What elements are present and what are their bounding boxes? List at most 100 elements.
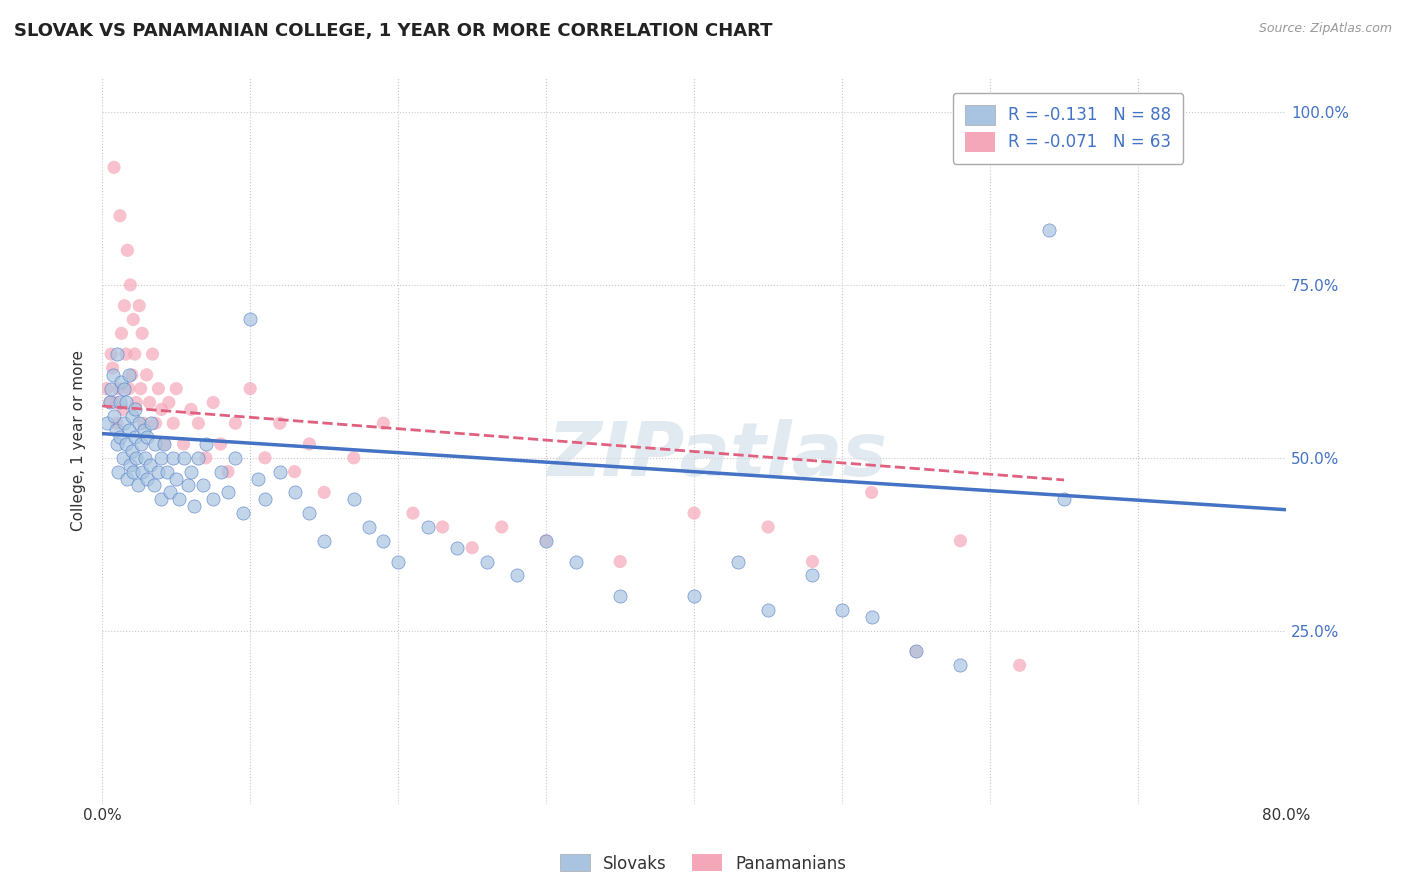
Point [162,416,184,430]
Point [131,465,153,479]
Point [107,382,129,396]
Point [564,555,586,569]
Point [253,492,276,507]
Point [138,458,160,472]
Point [343,492,366,507]
Point [148,382,170,396]
Point [118,423,141,437]
Point [475,555,498,569]
Point [129,437,152,451]
Point [145,437,167,451]
Point [253,450,276,465]
Point [905,644,928,658]
Point [416,520,439,534]
Point [104,395,127,409]
Point [120,458,142,472]
Point [150,492,173,507]
Point [150,450,173,465]
Point [125,450,148,465]
Point [121,443,143,458]
Point [284,465,307,479]
Point [135,368,157,382]
Point [860,610,883,624]
Point [609,589,631,603]
Point [132,416,155,430]
Point [343,450,366,465]
Point [239,382,262,396]
Y-axis label: College, 1 year or more: College, 1 year or more [72,350,86,531]
Point [756,603,779,617]
Point [111,402,134,417]
Point [118,382,141,396]
Point [683,506,706,520]
Point [156,465,179,479]
Point [105,416,128,430]
Text: ZIPatlas: ZIPatlas [548,418,887,491]
Point [461,541,484,555]
Point [202,395,225,409]
Point [104,423,127,437]
Point [107,465,129,479]
Point [949,533,972,548]
Point [105,437,128,451]
Point [159,485,181,500]
Point [357,520,380,534]
Point [101,368,124,382]
Point [373,416,395,430]
Point [101,360,124,375]
Point [153,437,176,451]
Point [105,347,128,361]
Point [125,395,148,409]
Point [115,395,138,409]
Point [115,437,138,451]
Point [108,209,131,223]
Point [202,492,225,507]
Point [949,658,972,673]
Point [117,244,139,258]
Point [124,430,146,444]
Point [801,568,824,582]
Point [831,603,853,617]
Point [153,437,176,451]
Point [1008,658,1031,673]
Point [1053,492,1076,507]
Point [209,465,232,479]
Point [143,478,166,492]
Point [100,382,122,396]
Point [112,299,135,313]
Point [131,326,153,341]
Point [224,416,246,430]
Point [100,347,122,361]
Point [683,589,706,603]
Point [103,409,125,424]
Point [183,500,205,514]
Point [115,347,138,361]
Point [239,312,262,326]
Point [505,568,527,582]
Point [135,472,157,486]
Point [298,506,321,520]
Point [112,382,135,396]
Point [314,485,336,500]
Point [446,541,468,555]
Point [98,395,121,409]
Point [187,416,209,430]
Point [187,450,209,465]
Point [132,423,155,437]
Point [246,472,269,486]
Point [141,347,163,361]
Point [134,450,156,465]
Point [194,437,217,451]
Point [108,430,131,444]
Point [138,395,160,409]
Point [314,533,336,548]
Point [180,465,202,479]
Point [110,326,132,341]
Point [194,450,217,465]
Point [121,409,143,424]
Point [111,450,134,465]
Point [284,485,307,500]
Point [224,450,246,465]
Point [162,450,184,465]
Point [534,533,557,548]
